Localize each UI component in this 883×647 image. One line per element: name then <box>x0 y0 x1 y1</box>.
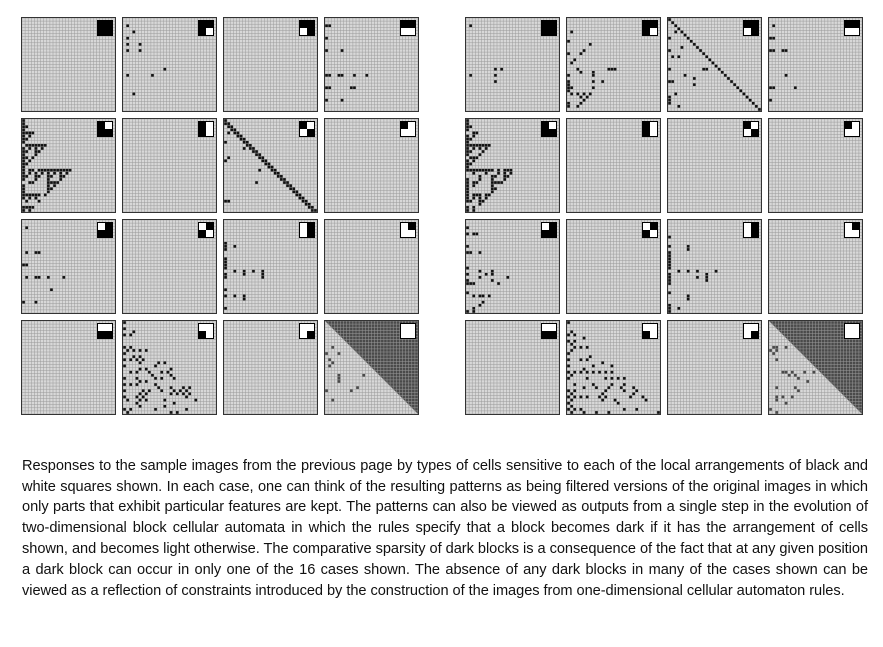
figure-caption: Responses to the sample images from the … <box>22 457 868 600</box>
pattern-tile <box>122 219 217 314</box>
pattern-tile <box>667 17 762 112</box>
pattern-grid <box>224 119 317 212</box>
pattern-tile <box>667 219 762 314</box>
pattern-tile <box>324 219 419 314</box>
pattern-tile <box>465 219 560 314</box>
arrangement-key-icon <box>400 121 416 137</box>
arrangement-key-icon <box>97 20 113 36</box>
arrangement-key-icon <box>743 20 759 36</box>
pattern-tile <box>223 219 318 314</box>
arrangement-key-icon <box>97 323 113 339</box>
pattern-tile <box>566 320 661 415</box>
pattern-tile <box>324 17 419 112</box>
arrangement-key-icon <box>97 121 113 137</box>
arrangement-key-icon <box>541 20 557 36</box>
arrangement-key-icon <box>844 121 860 137</box>
pattern-grid <box>466 18 559 111</box>
pattern-grid <box>567 119 660 212</box>
arrangement-key-icon <box>743 121 759 137</box>
pattern-grid <box>325 220 418 313</box>
arrangement-key-icon <box>400 222 416 238</box>
figure-panel-right <box>465 17 863 415</box>
arrangement-key-icon <box>642 323 658 339</box>
pattern-tile <box>122 118 217 213</box>
pattern-tile <box>465 320 560 415</box>
pattern-tile <box>465 118 560 213</box>
arrangement-key-icon <box>198 121 214 137</box>
arrangement-key-icon <box>541 121 557 137</box>
arrangement-key-icon <box>198 20 214 36</box>
arrangement-key-icon <box>541 222 557 238</box>
pattern-tile <box>324 118 419 213</box>
pattern-tile <box>122 320 217 415</box>
arrangement-key-icon <box>642 222 658 238</box>
pattern-tile <box>223 17 318 112</box>
pattern-grid <box>567 321 660 414</box>
arrangement-key-icon <box>198 222 214 238</box>
pattern-tile <box>324 320 419 415</box>
pattern-grid <box>22 220 115 313</box>
arrangement-key-icon <box>97 222 113 238</box>
pattern-tile <box>768 219 863 314</box>
pattern-grid <box>325 321 418 414</box>
arrangement-key-icon <box>743 222 759 238</box>
pattern-tile <box>667 320 762 415</box>
pattern-tile <box>566 219 661 314</box>
pattern-tile <box>21 17 116 112</box>
arrangement-key-icon <box>844 20 860 36</box>
pattern-tile <box>122 17 217 112</box>
arrangement-key-icon <box>642 20 658 36</box>
pattern-tile <box>566 17 661 112</box>
arrangement-key-icon <box>743 323 759 339</box>
arrangement-key-icon <box>198 323 214 339</box>
arrangement-key-icon <box>541 323 557 339</box>
arrangement-key-icon <box>844 222 860 238</box>
pattern-tile <box>21 118 116 213</box>
pattern-tile <box>768 118 863 213</box>
arrangement-key-icon <box>299 20 315 36</box>
figure-panel-left <box>21 17 419 415</box>
arrangement-key-icon <box>642 121 658 137</box>
pattern-tile <box>223 118 318 213</box>
arrangement-key-icon <box>400 323 416 339</box>
pattern-tile <box>768 320 863 415</box>
pattern-grid <box>22 119 115 212</box>
arrangement-key-icon <box>400 20 416 36</box>
pattern-tile <box>223 320 318 415</box>
pattern-tile <box>768 17 863 112</box>
arrangement-key-icon <box>299 222 315 238</box>
arrangement-key-icon <box>299 121 315 137</box>
pattern-tile <box>21 219 116 314</box>
arrangement-key-icon <box>844 323 860 339</box>
arrangement-key-icon <box>299 323 315 339</box>
pattern-tile <box>667 118 762 213</box>
pattern-tile <box>21 320 116 415</box>
pattern-tile <box>566 118 661 213</box>
pattern-grid <box>123 119 216 212</box>
pattern-grid <box>325 18 418 111</box>
pattern-tile <box>465 17 560 112</box>
